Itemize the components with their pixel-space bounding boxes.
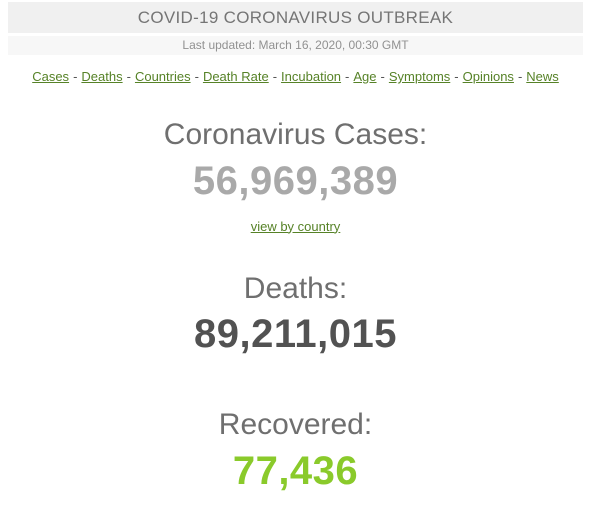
cases-counter: Coronavirus Cases: 56,969,389 xyxy=(8,118,583,203)
nav-separator: - xyxy=(272,69,278,84)
deaths-count: 89,211,015 xyxy=(194,312,397,356)
cases-heading: Coronavirus Cases: xyxy=(163,118,428,151)
nav-link-age[interactable]: Age xyxy=(353,69,377,84)
cases-count: 56,969,389 xyxy=(192,158,399,203)
nav-separator: - xyxy=(345,69,350,84)
view-by-country-link[interactable]: view by country xyxy=(250,218,341,234)
deaths-heading: Deaths: xyxy=(243,271,348,305)
recovered-count: 77,436 xyxy=(232,448,359,493)
nav-link-incubation[interactable]: Incubation xyxy=(281,69,342,84)
nav-separator: - xyxy=(517,69,523,84)
recovered-heading: Recovered: xyxy=(218,408,373,441)
recovered-counter: Recovered: 77,436 xyxy=(8,408,583,493)
nav-separator: - xyxy=(454,69,459,84)
nav-link-countries[interactable]: Countries xyxy=(134,69,191,84)
page-title: COVID-19 CORONAVIRUS OUTBREAK xyxy=(8,2,583,33)
view-by-country-row: view by country xyxy=(8,219,583,234)
nav-link-opinions[interactable]: Opinions xyxy=(462,69,514,84)
last-updated-text: Last updated: March 16, 2020, 00:30 GMT xyxy=(8,36,583,55)
page: COVID-19 CORONAVIRUS OUTBREAK Last updat… xyxy=(8,2,583,493)
deaths-counter: Deaths: 89,211,015 xyxy=(8,272,583,357)
top-nav: Cases - Deaths - Countries - Death Rate - Incuba… xyxy=(8,69,583,84)
nav-separator: - xyxy=(73,69,78,84)
nav-link-symptoms[interactable]: Symptoms xyxy=(388,69,451,84)
nav-separator: - xyxy=(380,69,385,84)
nav-link-deaths[interactable]: Deaths xyxy=(81,69,123,84)
nav-separator: - xyxy=(194,69,199,84)
nav-link-death-rate[interactable]: Death Rate xyxy=(202,69,269,84)
nav-separator: - xyxy=(126,69,131,84)
nav-link-news[interactable]: News xyxy=(526,69,559,84)
nav-link-cases[interactable]: Cases xyxy=(32,69,70,84)
